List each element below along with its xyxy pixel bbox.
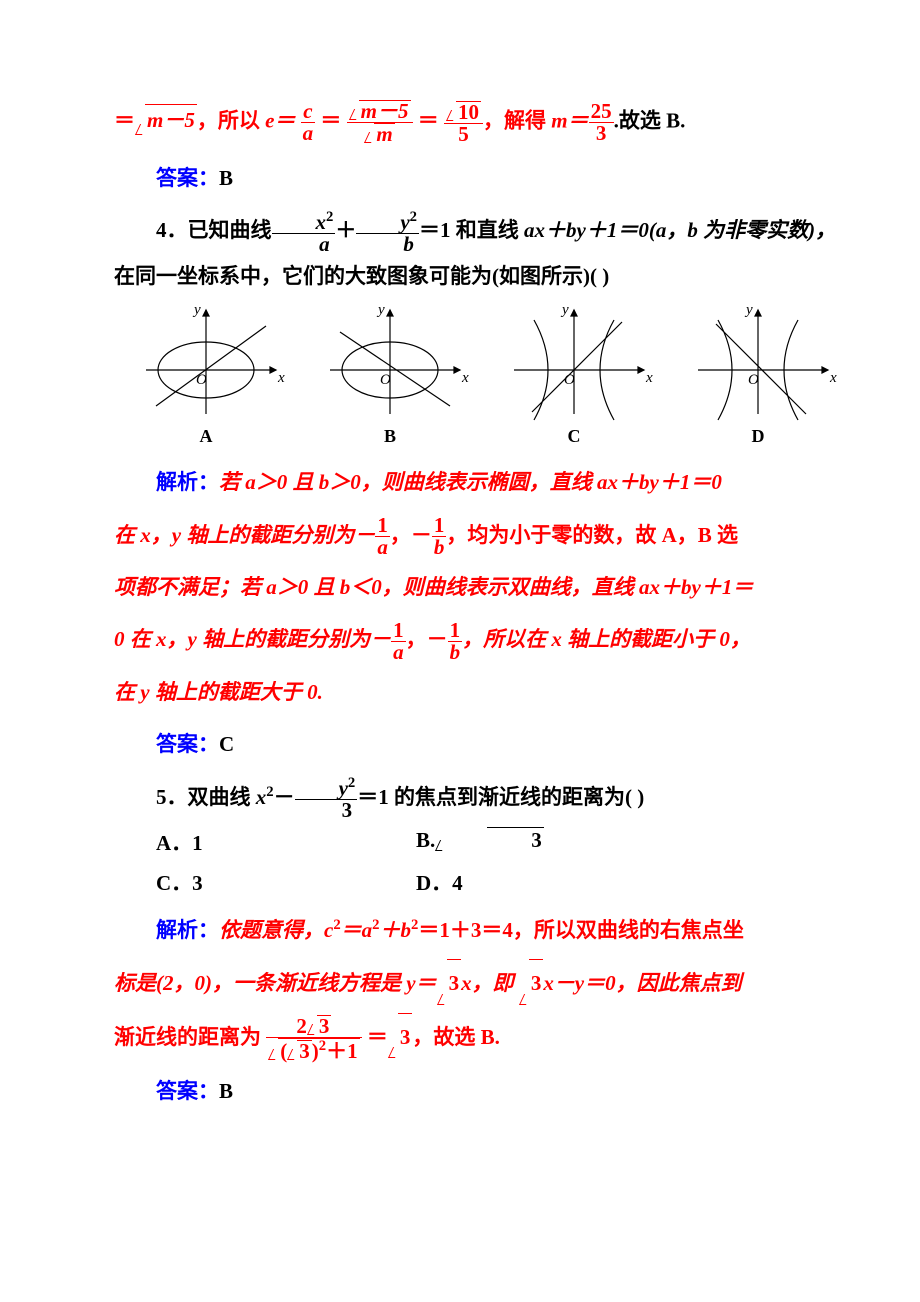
q4-sol-line1: 解析：若 a＞0 且 b＞0，则曲线表示椭圆，直线 ax＋by＋1＝0 (114, 459, 850, 505)
diagram-label: C (482, 426, 666, 447)
q4-sol-line2: 在 x，y 轴上的截距分别为－1a，－1b，均为小于零的数，故 A，B 选 (114, 512, 850, 559)
q4-diagrams-row: x y O A x y O B (114, 302, 850, 447)
svg-text:y: y (560, 302, 569, 318)
q5-sol-line3: 渐近线的距离为 23 (3)2＋1 ＝3，故选 B. (114, 1013, 850, 1063)
diagram-label: D (666, 426, 850, 447)
q4-sol-line5: 在 y 轴上的截距大于 0. (114, 669, 850, 715)
svg-text:y: y (744, 302, 753, 318)
svg-text:x: x (829, 370, 837, 386)
frac3: 10 5 (444, 101, 483, 145)
frac-x2a: x2a (272, 210, 336, 255)
frac4: 253 (589, 101, 614, 144)
option-D: D．4 (374, 867, 634, 897)
diagram-B-svg: x y O (310, 302, 470, 422)
diagram-A: x y O A (114, 302, 298, 447)
text: .故选 B. (614, 108, 686, 132)
q3-answer: 答案：B (114, 155, 850, 201)
diagram-C: x y O C (482, 302, 666, 447)
text: 4．已知曲线 (156, 218, 272, 242)
q4-stem-line1: 4．已知曲线x2a＋y2b＝1 和直线 ax＋by＋1＝0(a，b 为非零实数)… (114, 207, 850, 255)
line-eq: ax＋by＋1＝0(a，b 为非零实数)， (524, 218, 836, 242)
svg-text:O: O (196, 372, 207, 388)
svg-text:x: x (277, 370, 285, 386)
svg-text:O: O (380, 372, 391, 388)
diagram-B: x y O B (298, 302, 482, 447)
q4-sol-line3: 项都不满足；若 a＞0 且 b＜0，则曲线表示双曲线，直线 ax＋by＋1＝ (114, 564, 850, 610)
frac-ca: ca (301, 101, 316, 144)
q4-stem-line2: 在同一坐标系中，它们的大致图象可能为(如图所示)( ) (114, 261, 850, 293)
text: ＝1 和直线 (419, 218, 524, 242)
diagram-label: A (114, 426, 298, 447)
svg-text:O: O (564, 372, 575, 388)
svg-text:O: O (748, 372, 759, 388)
e: e＝ (265, 108, 295, 132)
diagram-label: B (298, 426, 482, 447)
svg-text:x: x (461, 370, 469, 386)
q3-solution-line: ＝ m－5，所以 e＝ ca ＝ m－5 m ＝ 10 5 ，解得 m＝253.故… (114, 100, 850, 145)
q5-options: A．1 B.3 C．3 D．4 (114, 827, 850, 897)
eq: ＝ (418, 108, 439, 132)
sol-label: 解析： (156, 470, 219, 494)
frac-y2b: y2b (356, 210, 419, 255)
diagram-D-svg: x y O (678, 302, 838, 422)
svg-text:y: y (376, 302, 385, 318)
diagram-A-svg: x y O (126, 302, 286, 422)
frac2: m－5 m (347, 100, 413, 145)
m-eq: m＝ (551, 108, 588, 132)
frac-dist: 23 (3)2＋1 (266, 1015, 361, 1062)
text: ，解得 (483, 108, 551, 132)
svg-text:x: x (645, 370, 653, 386)
option-B: B.3 (374, 827, 634, 857)
q5-sol-line2: 标是(2，0)，一条渐近线方程是 y＝3x，即 3x－y＝0，因此焦点到 (114, 959, 850, 1006)
option-A: A．1 (114, 827, 374, 857)
plus: ＋ (335, 218, 356, 242)
eq: ＝ (320, 108, 341, 132)
radicand: m－5 (145, 104, 197, 137)
q5-sol-line1: 解析：依题意得，c2＝a2＋b2＝1＋3＝4，所以双曲线的右焦点坐 (114, 907, 850, 953)
diagram-C-svg: x y O (494, 302, 654, 422)
option-C: C．3 (114, 867, 374, 897)
q5-answer: 答案：B (114, 1068, 850, 1114)
sqrt: m－5 (135, 104, 197, 137)
q5-stem: 5．双曲线 x2－y23＝1 的焦点到渐近线的距离为( ) (114, 774, 850, 822)
q4-sol-line4: 0 在 x，y 轴上的截距分别为－1a，－1b，所以在 x 轴上的截距小于 0， (114, 616, 850, 663)
diagram-D: x y O D (666, 302, 850, 447)
svg-text:y: y (192, 302, 201, 318)
q4-answer: 答案：C (114, 721, 850, 767)
text: ，所以 (197, 108, 265, 132)
text: ＝ (114, 108, 135, 132)
